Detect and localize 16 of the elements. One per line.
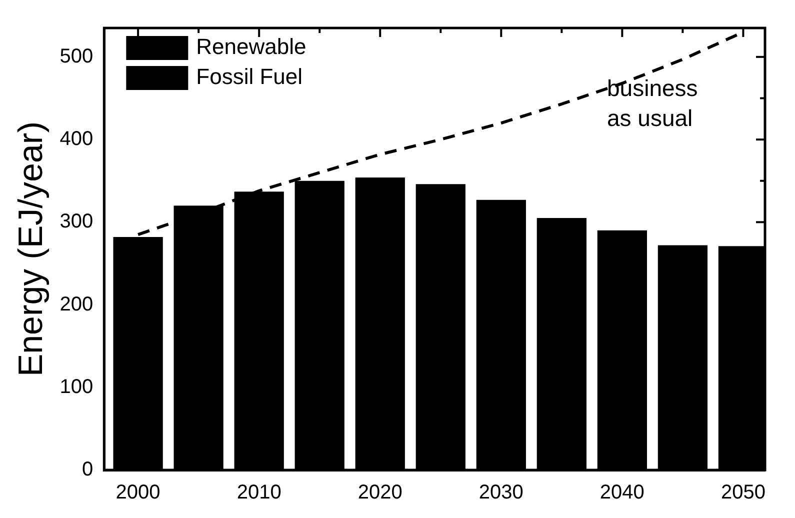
x-tick-label: 2040: [600, 482, 644, 504]
annotation: business as usual: [607, 74, 698, 131]
x-tick-label: 2020: [358, 482, 402, 504]
x-tick-label: 2050: [720, 482, 766, 504]
legend-label: Renewable: [196, 34, 306, 60]
y-tick-label: 400: [60, 128, 94, 150]
x-tick-label: 2030: [478, 482, 524, 504]
y-tick-label: 500: [60, 45, 94, 68]
y-tick-label: 0: [82, 458, 94, 481]
y-tick-label: 300: [60, 210, 94, 233]
x-tick-label: 2010: [236, 482, 282, 504]
y-tick-label: 100: [60, 376, 94, 398]
x-tick-label: 2000: [116, 482, 160, 504]
y-tick-label: 200: [60, 293, 94, 316]
legend-label: Fossil Fuel: [196, 64, 303, 90]
y-axis-title: Energy (EJ/year): [12, 121, 50, 377]
